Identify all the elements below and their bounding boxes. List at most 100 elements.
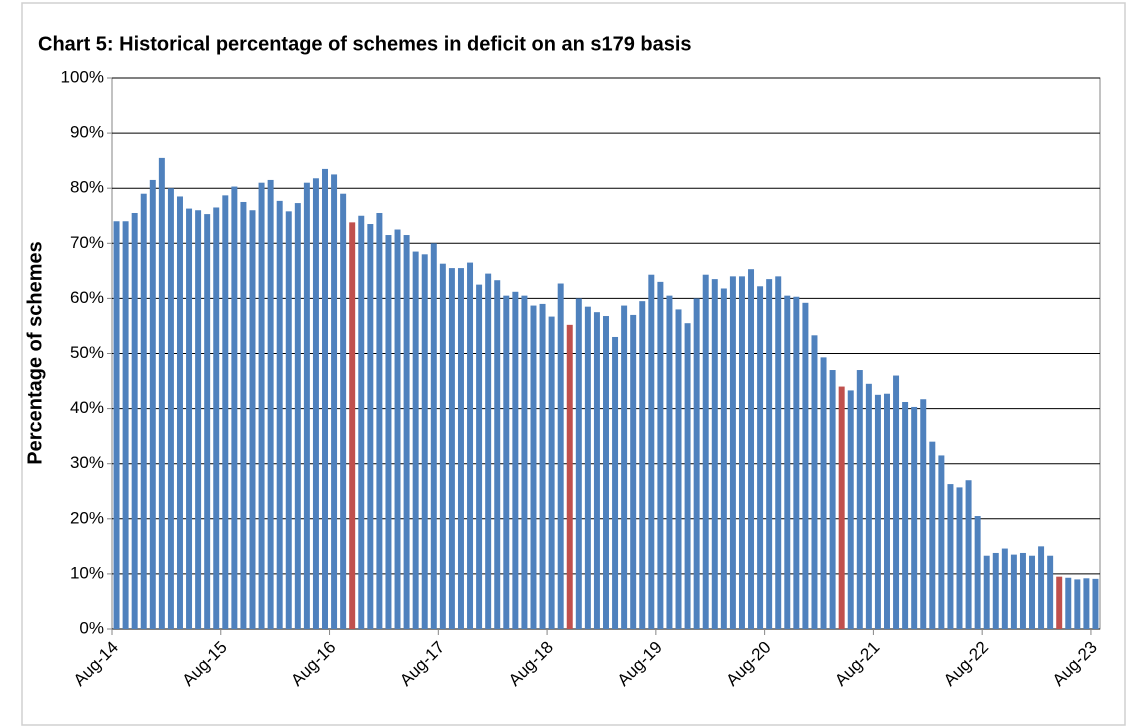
bar xyxy=(430,243,437,630)
bar xyxy=(947,484,954,629)
bar xyxy=(1083,578,1090,629)
bar xyxy=(965,480,972,629)
bar xyxy=(856,370,863,629)
bar xyxy=(902,401,909,629)
y-tick-label: 20% xyxy=(70,508,104,527)
bar xyxy=(775,276,782,629)
bar xyxy=(186,208,193,629)
bar xyxy=(503,295,510,629)
bar xyxy=(784,295,791,629)
bar xyxy=(195,210,202,630)
chart-title: Chart 5: Historical percentage of scheme… xyxy=(38,33,692,55)
bar xyxy=(476,284,483,629)
bar xyxy=(358,215,365,629)
bar xyxy=(521,295,528,629)
bar xyxy=(593,312,600,629)
y-tick-label: 90% xyxy=(70,123,104,142)
y-tick-label: 0% xyxy=(79,618,104,637)
bar xyxy=(838,386,845,629)
bar xyxy=(1065,577,1072,629)
bar xyxy=(893,375,900,629)
bar xyxy=(702,274,709,629)
bar xyxy=(711,279,718,629)
bar xyxy=(639,301,646,629)
bar xyxy=(376,212,383,629)
bar xyxy=(566,324,573,629)
bar xyxy=(630,314,637,629)
bar xyxy=(512,291,519,629)
bar xyxy=(693,298,700,629)
bar xyxy=(675,309,682,629)
bar xyxy=(1019,552,1026,629)
y-tick-label: 60% xyxy=(70,288,104,307)
bar xyxy=(938,455,945,629)
bar xyxy=(1038,546,1045,629)
bar xyxy=(684,323,691,629)
y-tick-label: 70% xyxy=(70,233,104,252)
bar xyxy=(974,516,981,629)
bar xyxy=(267,179,274,629)
bar xyxy=(1056,576,1063,629)
bar xyxy=(167,188,174,629)
bar xyxy=(367,224,374,629)
bar xyxy=(258,182,265,629)
bar xyxy=(621,305,628,629)
bar xyxy=(820,357,827,629)
bar xyxy=(575,298,582,629)
bar xyxy=(421,254,428,629)
bar xyxy=(648,274,655,629)
bar xyxy=(530,305,537,629)
bar xyxy=(249,210,256,630)
bar xyxy=(340,193,347,629)
bar xyxy=(131,212,138,629)
y-tick-label: 50% xyxy=(70,343,104,362)
bar xyxy=(1029,555,1036,629)
bar xyxy=(603,316,609,629)
bar xyxy=(539,303,546,629)
bar xyxy=(122,221,129,629)
bar xyxy=(113,221,120,629)
bar xyxy=(983,555,990,629)
bar xyxy=(412,251,419,629)
bar xyxy=(612,336,619,629)
bar xyxy=(448,268,455,629)
bar xyxy=(920,399,927,629)
bar xyxy=(322,168,329,630)
bar xyxy=(349,222,356,629)
y-axis-label: Percentage of schemes xyxy=(24,241,46,464)
bar xyxy=(748,269,755,629)
bar xyxy=(738,276,745,629)
y-tick-label: 100% xyxy=(61,67,104,86)
y-tick-label: 30% xyxy=(70,453,104,472)
bar xyxy=(1047,555,1054,629)
bar xyxy=(956,487,963,629)
bar xyxy=(757,286,764,629)
bar xyxy=(494,280,501,629)
bar xyxy=(331,174,338,630)
bar xyxy=(557,283,564,629)
bar xyxy=(729,276,736,629)
bar xyxy=(213,207,220,630)
bar xyxy=(1010,554,1017,629)
bar xyxy=(294,203,301,629)
bar xyxy=(874,394,881,629)
bar xyxy=(847,390,854,629)
bar xyxy=(394,229,401,629)
bar xyxy=(222,195,229,629)
bar xyxy=(149,179,156,629)
bar xyxy=(285,211,292,630)
bar xyxy=(240,201,247,629)
bar xyxy=(457,268,464,629)
y-tick-label: 40% xyxy=(70,398,104,417)
bar xyxy=(1092,578,1099,629)
bar xyxy=(158,157,165,629)
bar xyxy=(1001,548,1008,629)
bar xyxy=(811,335,818,629)
bar xyxy=(1074,579,1081,629)
bar xyxy=(176,196,183,629)
bar xyxy=(439,263,446,629)
bar xyxy=(766,279,773,629)
bar xyxy=(911,406,918,629)
bar xyxy=(548,316,555,629)
